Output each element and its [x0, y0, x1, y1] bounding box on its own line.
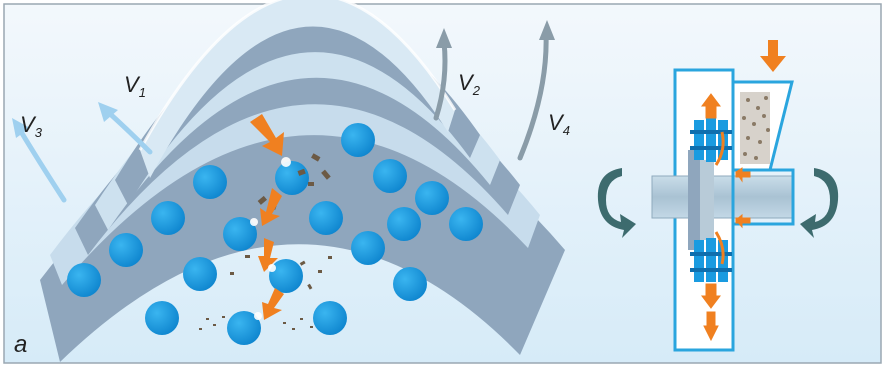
grinding-ball	[227, 311, 261, 345]
velocity-label-v3: V3	[20, 112, 43, 140]
rotor-hub	[700, 160, 714, 240]
band-inner-edge	[138, 0, 457, 151]
rotation-left-icon	[597, 168, 636, 238]
velocity-arrowheads	[12, 20, 555, 138]
drum-section	[40, 0, 565, 362]
velocity-labels: V1 V2 V3 V4	[20, 70, 570, 140]
grinding-ball	[269, 259, 303, 293]
grinding-ball	[351, 231, 385, 265]
feed-material	[740, 92, 770, 164]
grinding-ball	[313, 301, 347, 335]
velocity-arrow-v2	[433, 39, 448, 121]
velocity-label-v4: V4	[548, 110, 570, 138]
velocity-arrow-v4	[517, 31, 549, 161]
velocity-label-v1: V1	[124, 72, 146, 100]
grinding-ball	[393, 267, 427, 301]
grinding-ball	[145, 301, 179, 335]
grinding-ball	[275, 161, 309, 195]
flow-arrows	[701, 93, 751, 342]
impact-arrow-icon	[260, 188, 282, 226]
grinding-ball	[183, 257, 217, 291]
grinding-ball	[373, 159, 407, 193]
feed-arrow-icon	[760, 40, 786, 72]
band-mid-light	[95, 35, 500, 230]
drive-shaft	[651, 175, 793, 219]
grinding-ball	[309, 201, 343, 235]
panel-label: a	[14, 331, 27, 358]
band-inner-light	[140, 0, 455, 178]
grinding-ball	[341, 123, 375, 157]
grinding-ball	[387, 207, 421, 241]
grinding-ball	[415, 181, 449, 215]
grinding-ball	[67, 263, 101, 297]
segment-gaps	[690, 130, 732, 272]
velocity-arrow-v3	[17, 127, 67, 203]
grinding-ball	[449, 207, 483, 241]
grinding-ball	[151, 201, 185, 235]
velocity-label-v2: V2	[458, 70, 481, 98]
grinding-ball	[223, 217, 257, 251]
impact-arrows	[250, 114, 284, 320]
shaft-outline	[731, 168, 795, 226]
rotor-disk	[688, 150, 702, 250]
grinding-balls	[67, 123, 483, 345]
impact-arrow-icon	[250, 114, 284, 156]
grinding-ball	[109, 233, 143, 267]
impact-arrow-icon	[262, 288, 284, 320]
mill-cross-section	[597, 40, 839, 352]
grinding-ball	[193, 165, 227, 199]
impact-sparks	[250, 157, 291, 320]
rotation-right-icon	[800, 168, 839, 238]
band-inner	[115, 15, 480, 205]
impact-arrow-icon	[258, 238, 278, 272]
